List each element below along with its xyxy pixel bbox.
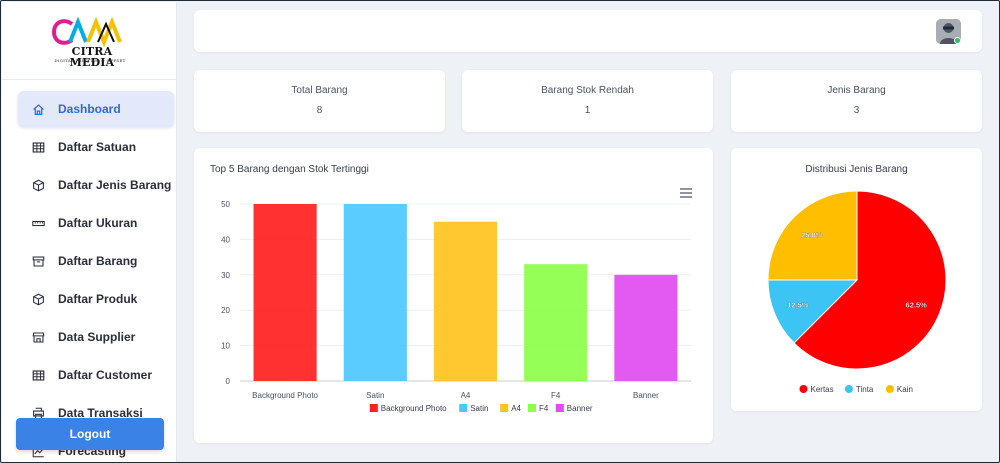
sidebar-item-label: Dashboard [58,102,121,116]
legend-swatch [528,404,536,412]
x-tick-label: Satin [366,391,384,400]
pie-chart: 62.5% 12.5% 25.0% Kertas Tinta Kain [767,190,947,394]
pie-value-label: 25.0% [801,231,823,240]
brand-tagline: DIGITAL PRINTING & OFFSET [54,58,126,63]
sidebar-item-daftar-ukuran[interactable]: Daftar Ukuran [18,205,174,241]
stat-label: Jenis Barang [827,85,886,96]
archive-icon [18,243,58,279]
bar[interactable] [524,264,588,381]
bar-chart-card: Top 5 Barang dengan Stok Tertinggi 0 10 20… [194,148,713,443]
table-icon [18,357,58,393]
x-tick-label: Background Photo [252,391,318,400]
pie-value-label: 62.5% [906,301,928,310]
stat-card-stok-rendah: Barang Stok Rendah 1 [462,70,713,132]
pie-value-label: 12.5% [787,301,809,310]
table-icon [18,129,58,165]
sidebar-item-daftar-barang[interactable]: Daftar Barang [18,243,174,279]
legend-swatch [500,404,509,412]
legend-label: Kertas [811,385,834,394]
x-tick-label: A4 [461,391,471,400]
legend-swatch [799,385,808,393]
sidebar-item-daftar-produk[interactable]: Daftar Produk [18,281,174,317]
bar[interactable] [614,274,678,381]
pie-slice[interactable] [767,279,859,344]
legend-swatch [369,404,378,412]
ruler-icon [18,205,58,241]
bar[interactable] [343,204,407,381]
y-tick-label: 40 [221,235,230,244]
x-tick-label: Banner [633,391,659,400]
sidebar-item-data-transaksi[interactable]: Data Transaksi [18,395,174,431]
legend-label: Banner [567,404,593,413]
stat-value: 3 [853,105,860,116]
stat-card-total-barang: Total Barang 8 [194,70,445,132]
legend-swatch [844,385,853,393]
sidebar-item-label: Daftar Barang [58,254,138,268]
box-icon [18,167,58,203]
stat-card-jenis-barang: Jenis Barang 3 [731,70,982,132]
sidebar-item-data-supplier[interactable]: Data Supplier [18,319,174,355]
legend-label: F4 [539,404,549,413]
bar[interactable] [253,204,317,381]
sidebar-item-daftar-satuan[interactable]: Daftar Satuan [18,129,174,165]
store-icon [18,319,58,355]
online-status-indicator [954,37,961,44]
legend-label: Background Photo [381,404,447,413]
logout-button[interactable]: Logout [16,418,164,450]
sidebar-item-label: Daftar Satuan [58,140,137,154]
citra-media-logo-mark [51,16,122,48]
legend-swatch [885,385,894,393]
home-icon [18,91,58,127]
stat-label: Total Barang [291,85,348,96]
brand-name: CITRA MEDIA [69,45,115,69]
pie-chart-card: Distribusi Jenis Barang 62.5% 12.5% 25.0% K… [731,148,982,411]
bar-chart: 0 10 20 30 40 50 Background Photo Satin A4 F4 Bann… [221,200,691,413]
sidebar-item-daftar-jenis-barang[interactable]: Daftar Jenis Barang [18,167,174,203]
sidebar-item-label: Data Supplier [58,330,136,344]
bar[interactable] [433,221,498,381]
top-header [194,10,982,52]
y-tick-label: 10 [221,342,230,351]
legend-swatch [555,404,564,412]
sidebar-item-label: Data Transaksi [58,406,143,420]
sidebar-item-daftar-customer[interactable]: Daftar Customer [18,357,174,393]
y-tick-label: 30 [221,271,230,280]
legend-label: A4 [511,404,521,413]
bar-chart-title: Top 5 Barang dengan Stok Tertinggi [210,164,369,175]
y-tick-label: 50 [221,200,230,209]
box-icon [18,281,58,317]
pie-slice[interactable] [793,190,947,370]
stat-value: 1 [584,105,591,116]
pie-chart-title: Distribusi Jenis Barang [805,164,908,175]
sidebar-item-dashboard[interactable]: Dashboard [18,91,174,127]
brand-logo: CITRA MEDIA DIGITAL PRINTING & OFFSET [2,2,176,80]
legend-label: Kain [897,385,913,394]
sidebar-item-label: Daftar Customer [58,368,153,382]
sidebar-item-label: Daftar Produk [58,292,138,306]
stat-value: 8 [316,105,323,116]
legend-label: Tinta [856,385,874,394]
pie-slice[interactable] [767,190,858,281]
sidebar-item-label: Daftar Jenis Barang [58,178,172,192]
stat-label: Barang Stok Rendah [541,85,634,96]
sidebar-item-label: Daftar Ukuran [58,216,138,230]
legend-swatch [459,404,468,412]
y-tick-label: 0 [226,377,231,386]
x-tick-label: F4 [551,391,561,400]
sidebar: CITRA MEDIA DIGITAL PRINTING & OFFSET Da… [2,2,177,462]
chart-menu-icon[interactable] [680,188,692,198]
y-tick-label: 20 [221,306,230,315]
legend-label: Satin [470,404,488,413]
sidebar-nav: Dashboard Daftar Satuan Daftar Jenis Bar… [18,91,174,462]
